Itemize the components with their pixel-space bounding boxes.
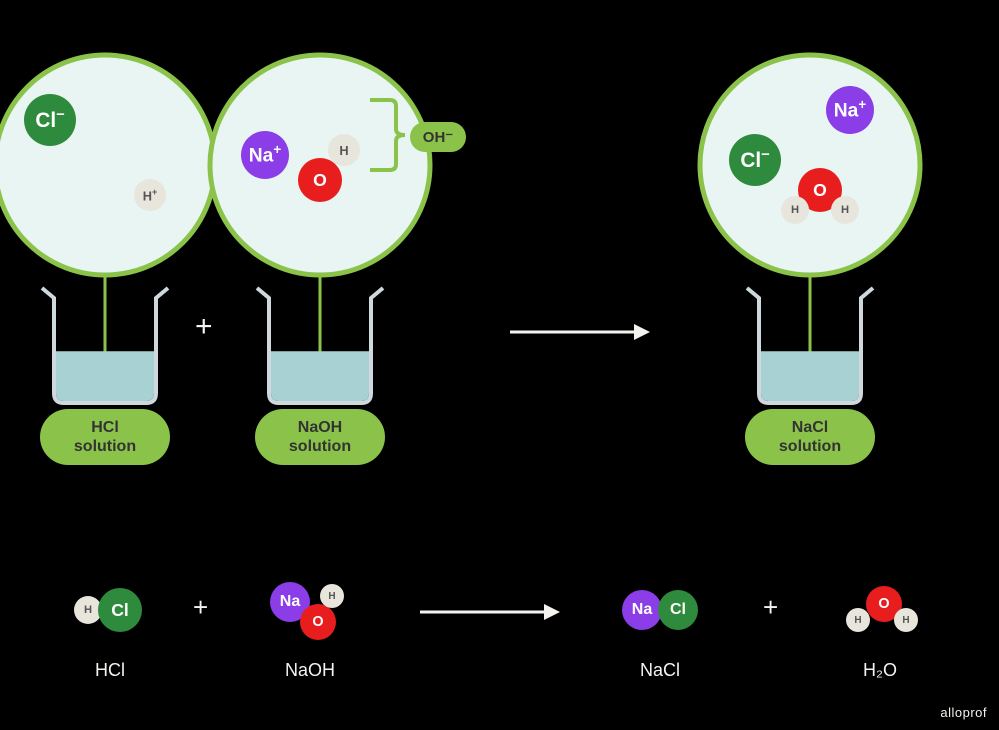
watermark: alloprof	[940, 705, 987, 720]
diagram-stage: Cl−H+HClsolutionNa+OHNaOHsolutionNa+Cl−O…	[0, 0, 999, 730]
